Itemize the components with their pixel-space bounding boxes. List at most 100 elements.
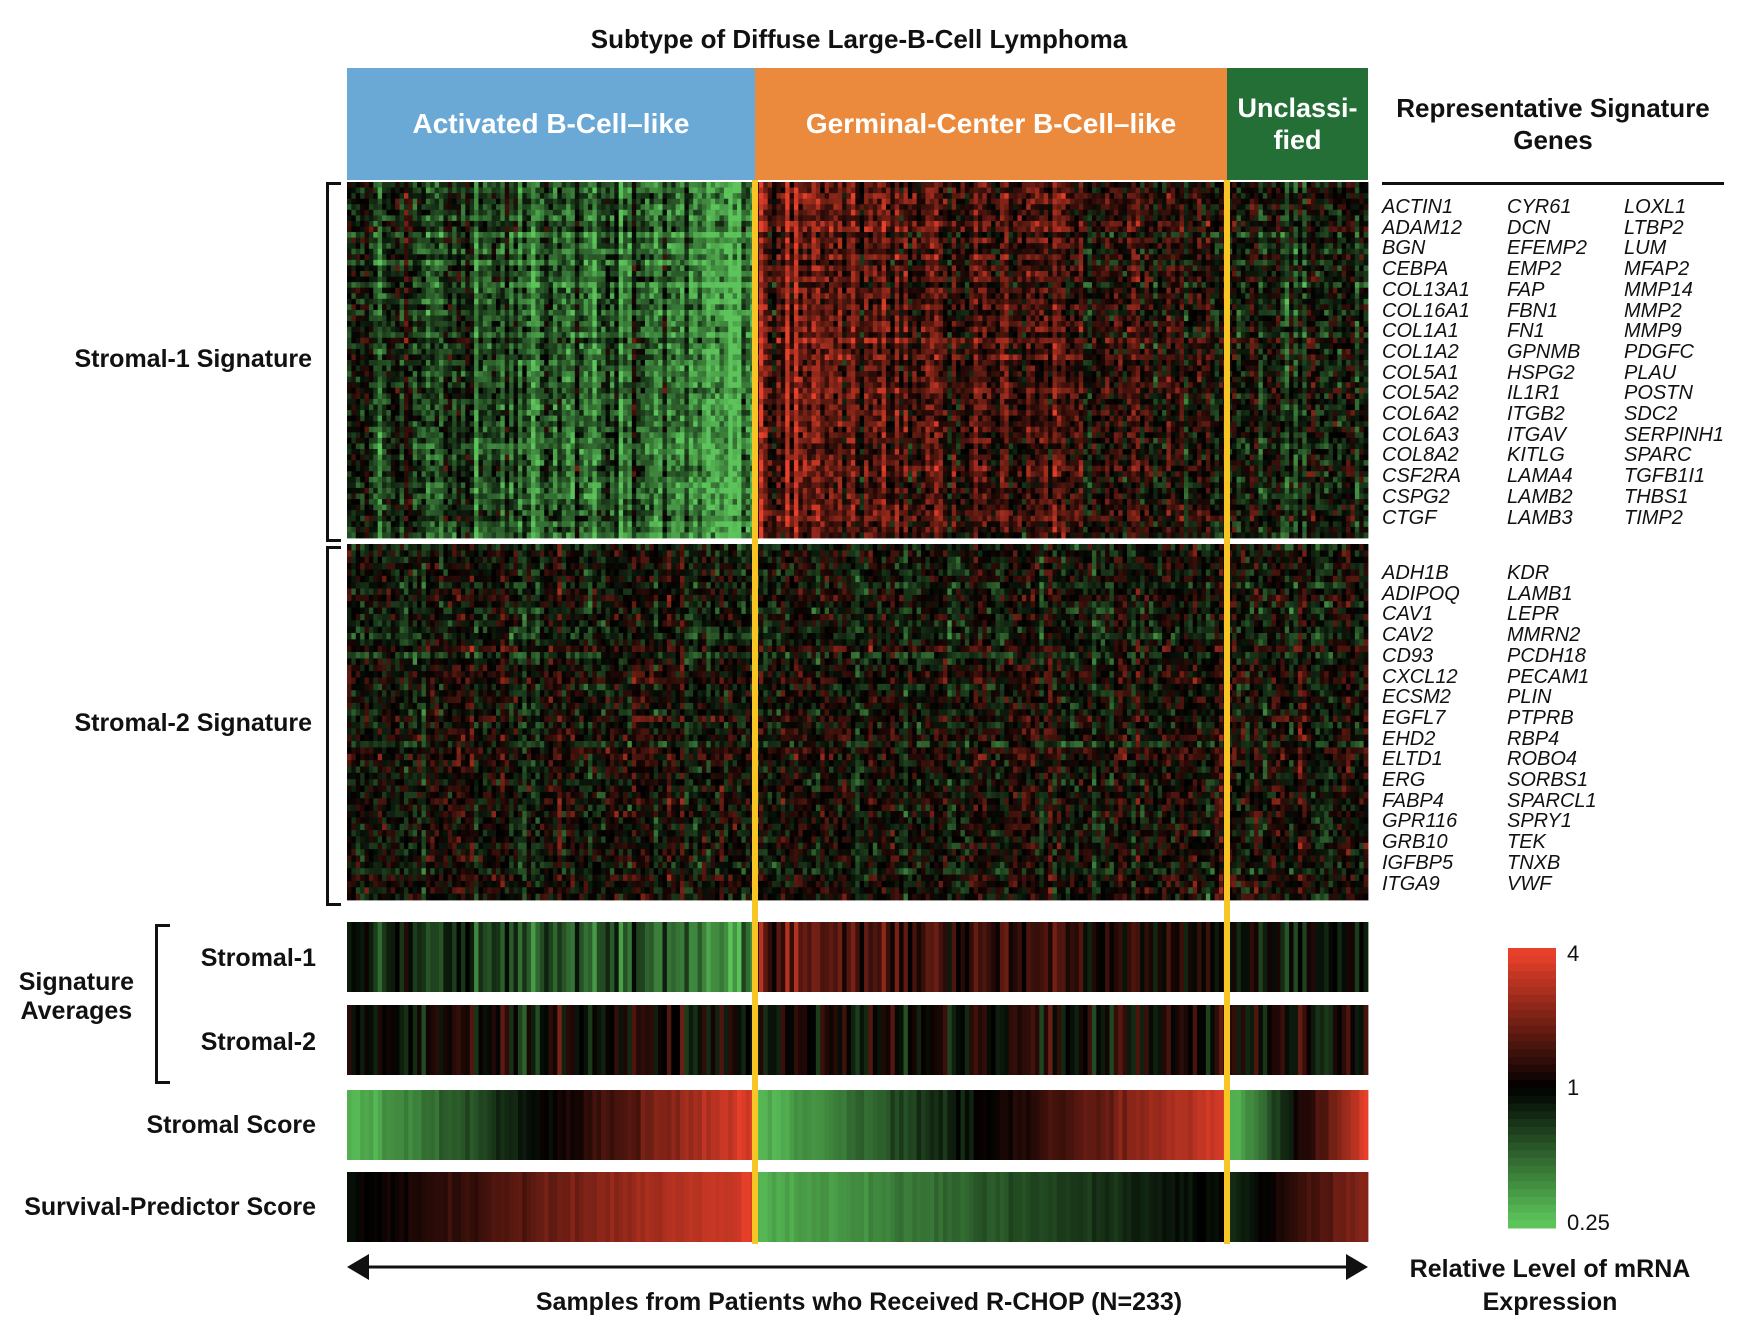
stromal1-heatmap-cell (1179, 243, 1185, 250)
stromal1-heatmap-cell (509, 271, 514, 277)
stromal1-heatmap-cell (618, 182, 624, 188)
stromal1-heatmap-cell (1048, 226, 1053, 233)
stromal1-heatmap-cell (574, 187, 580, 194)
stromal1-heatmap-cell (969, 220, 975, 227)
stromal1-heatmap-cell (373, 204, 379, 211)
stromal1-heatmap-cell (842, 232, 847, 239)
stromal1-heatmap-cell (675, 198, 681, 205)
stromal1-heatmap-cell (1302, 287, 1308, 294)
stromal1-heatmap-cell (1337, 204, 1343, 211)
stromal1-heatmap-cell (355, 293, 361, 300)
stromal1-heatmap-cell (732, 259, 738, 266)
stromal1-heatmap-cell (767, 220, 773, 227)
stromal1-heatmap-cell (666, 293, 672, 300)
stromal1-heatmap-cell (1236, 254, 1242, 261)
stromal1-heatmap-cell (1245, 204, 1251, 211)
stromal1-heatmap-cell (1311, 259, 1316, 266)
stromal1-heatmap-cell (1096, 209, 1102, 216)
stromal1-heatmap-cell (956, 276, 961, 283)
stromal1-heatmap-cell (640, 193, 646, 200)
stromal1-heatmap-cell (837, 226, 843, 233)
stromal1-heatmap-cell (820, 182, 826, 188)
stromal1-heatmap-cell (1363, 215, 1369, 222)
stromal1-heatmap-cell (614, 226, 620, 233)
stromal1-heatmap-cell (1118, 259, 1124, 266)
stromal1-heatmap-cell (1162, 187, 1167, 194)
stromal1-heatmap-cell (447, 237, 453, 244)
stromal1-heatmap-cell (1144, 209, 1150, 216)
stromal1-heatmap-cell (636, 209, 641, 216)
stromal1-heatmap-cell (456, 204, 462, 211)
stromal1-heatmap-cell (566, 198, 571, 205)
stromal1-heatmap-cell (1008, 293, 1014, 300)
stromal1-heatmap-cell (487, 237, 492, 244)
stromal1-heatmap-cell (1192, 271, 1198, 277)
stromal1-heatmap-cell (408, 248, 414, 255)
stromal1-heatmap-cell (640, 293, 646, 300)
stromal1-heatmap-cell (1096, 243, 1102, 250)
stromal1-heatmap-cell (1258, 209, 1264, 216)
stromal1-heatmap-cell (662, 259, 668, 266)
stromal1-heatmap-cell (1254, 287, 1259, 294)
stromal1-heatmap-cell (618, 204, 624, 211)
stromal1-heatmap-cell (837, 243, 843, 250)
stromal1-heatmap-cell (653, 182, 659, 188)
stromal1-heatmap-cell (846, 215, 852, 222)
stromal1-heatmap-cell (1166, 248, 1172, 255)
stromal1-heatmap-cell (798, 254, 804, 261)
stromal1-heatmap-cell (1166, 287, 1172, 294)
stromal1-heatmap-cell (1013, 282, 1018, 289)
stromal1-heatmap-cell (1227, 237, 1233, 244)
stromal1-heatmap-cell (815, 265, 821, 272)
stromal1-heatmap-cell (1315, 209, 1321, 216)
stromal1-heatmap-cell (579, 265, 585, 272)
stromal1-heatmap-cell (986, 182, 992, 188)
stromal1-heatmap-cell (351, 287, 357, 294)
stromal1-heatmap-cell (894, 226, 900, 233)
stromal1-heatmap-cell (969, 226, 975, 233)
stromal1-heatmap-cell (640, 215, 646, 222)
stromal1-heatmap-cell (1118, 282, 1124, 289)
stromal1-heatmap-cell (1166, 193, 1172, 200)
stromal1-heatmap-cell (1175, 259, 1180, 266)
stromal1-heatmap-cell (907, 265, 913, 272)
stromal1-heatmap-cell (899, 248, 904, 255)
stromal1-heatmap-cell (614, 209, 620, 216)
stromal1-heatmap-cell (684, 248, 690, 255)
stromal1-heatmap-cell (680, 243, 685, 250)
stromal1-heatmap-cell (785, 220, 790, 227)
stromal1-heatmap-cell (487, 220, 492, 227)
stromal1-heatmap-cell (1324, 204, 1329, 211)
stromal1-heatmap-cell (618, 287, 624, 294)
stromal1-heatmap-cell (1087, 232, 1093, 239)
stromal1-heatmap-cell (430, 226, 436, 233)
stromal1-heatmap-cell (447, 243, 453, 250)
stromal1-heatmap-cell (377, 271, 383, 277)
stromal1-heatmap-cell (877, 243, 882, 250)
stromal1-heatmap-cell (894, 248, 900, 255)
stromal1-heatmap-cell (1337, 271, 1343, 277)
stromal1-heatmap-cell (951, 198, 957, 205)
stromal1-heatmap-cell (776, 204, 782, 211)
stromal1-heatmap-cell (1275, 220, 1281, 227)
stromal1-heatmap-cell (1346, 282, 1351, 289)
stromal1-heatmap-cell (596, 276, 602, 283)
stromal1-heatmap-cell (1236, 282, 1242, 289)
stromal1-heatmap-cell (850, 209, 856, 216)
stromal1-heatmap-cell (1153, 259, 1159, 266)
stromal1-heatmap-cell (1034, 193, 1040, 200)
stromal1-heatmap-cell (627, 187, 633, 194)
stromal1-heatmap-cell (548, 259, 554, 266)
stromal1-heatmap-cell (1109, 220, 1115, 227)
stromal1-heatmap-cell (1013, 248, 1018, 255)
stromal1-heatmap-cell (723, 248, 729, 255)
stromal1-heatmap-cell (798, 226, 804, 233)
stromal1-heatmap-cell (706, 198, 712, 205)
stromal1-heatmap-cell (1126, 187, 1132, 194)
stromal1-heatmap-cell (592, 220, 598, 227)
stromal1-heatmap-cell (360, 198, 365, 205)
stromal1-heatmap-cell (925, 282, 931, 289)
stromal1-heatmap-cell (1219, 259, 1224, 266)
stromal1-heatmap-cell (693, 215, 698, 222)
stromal1-heatmap-cell (1087, 243, 1093, 250)
